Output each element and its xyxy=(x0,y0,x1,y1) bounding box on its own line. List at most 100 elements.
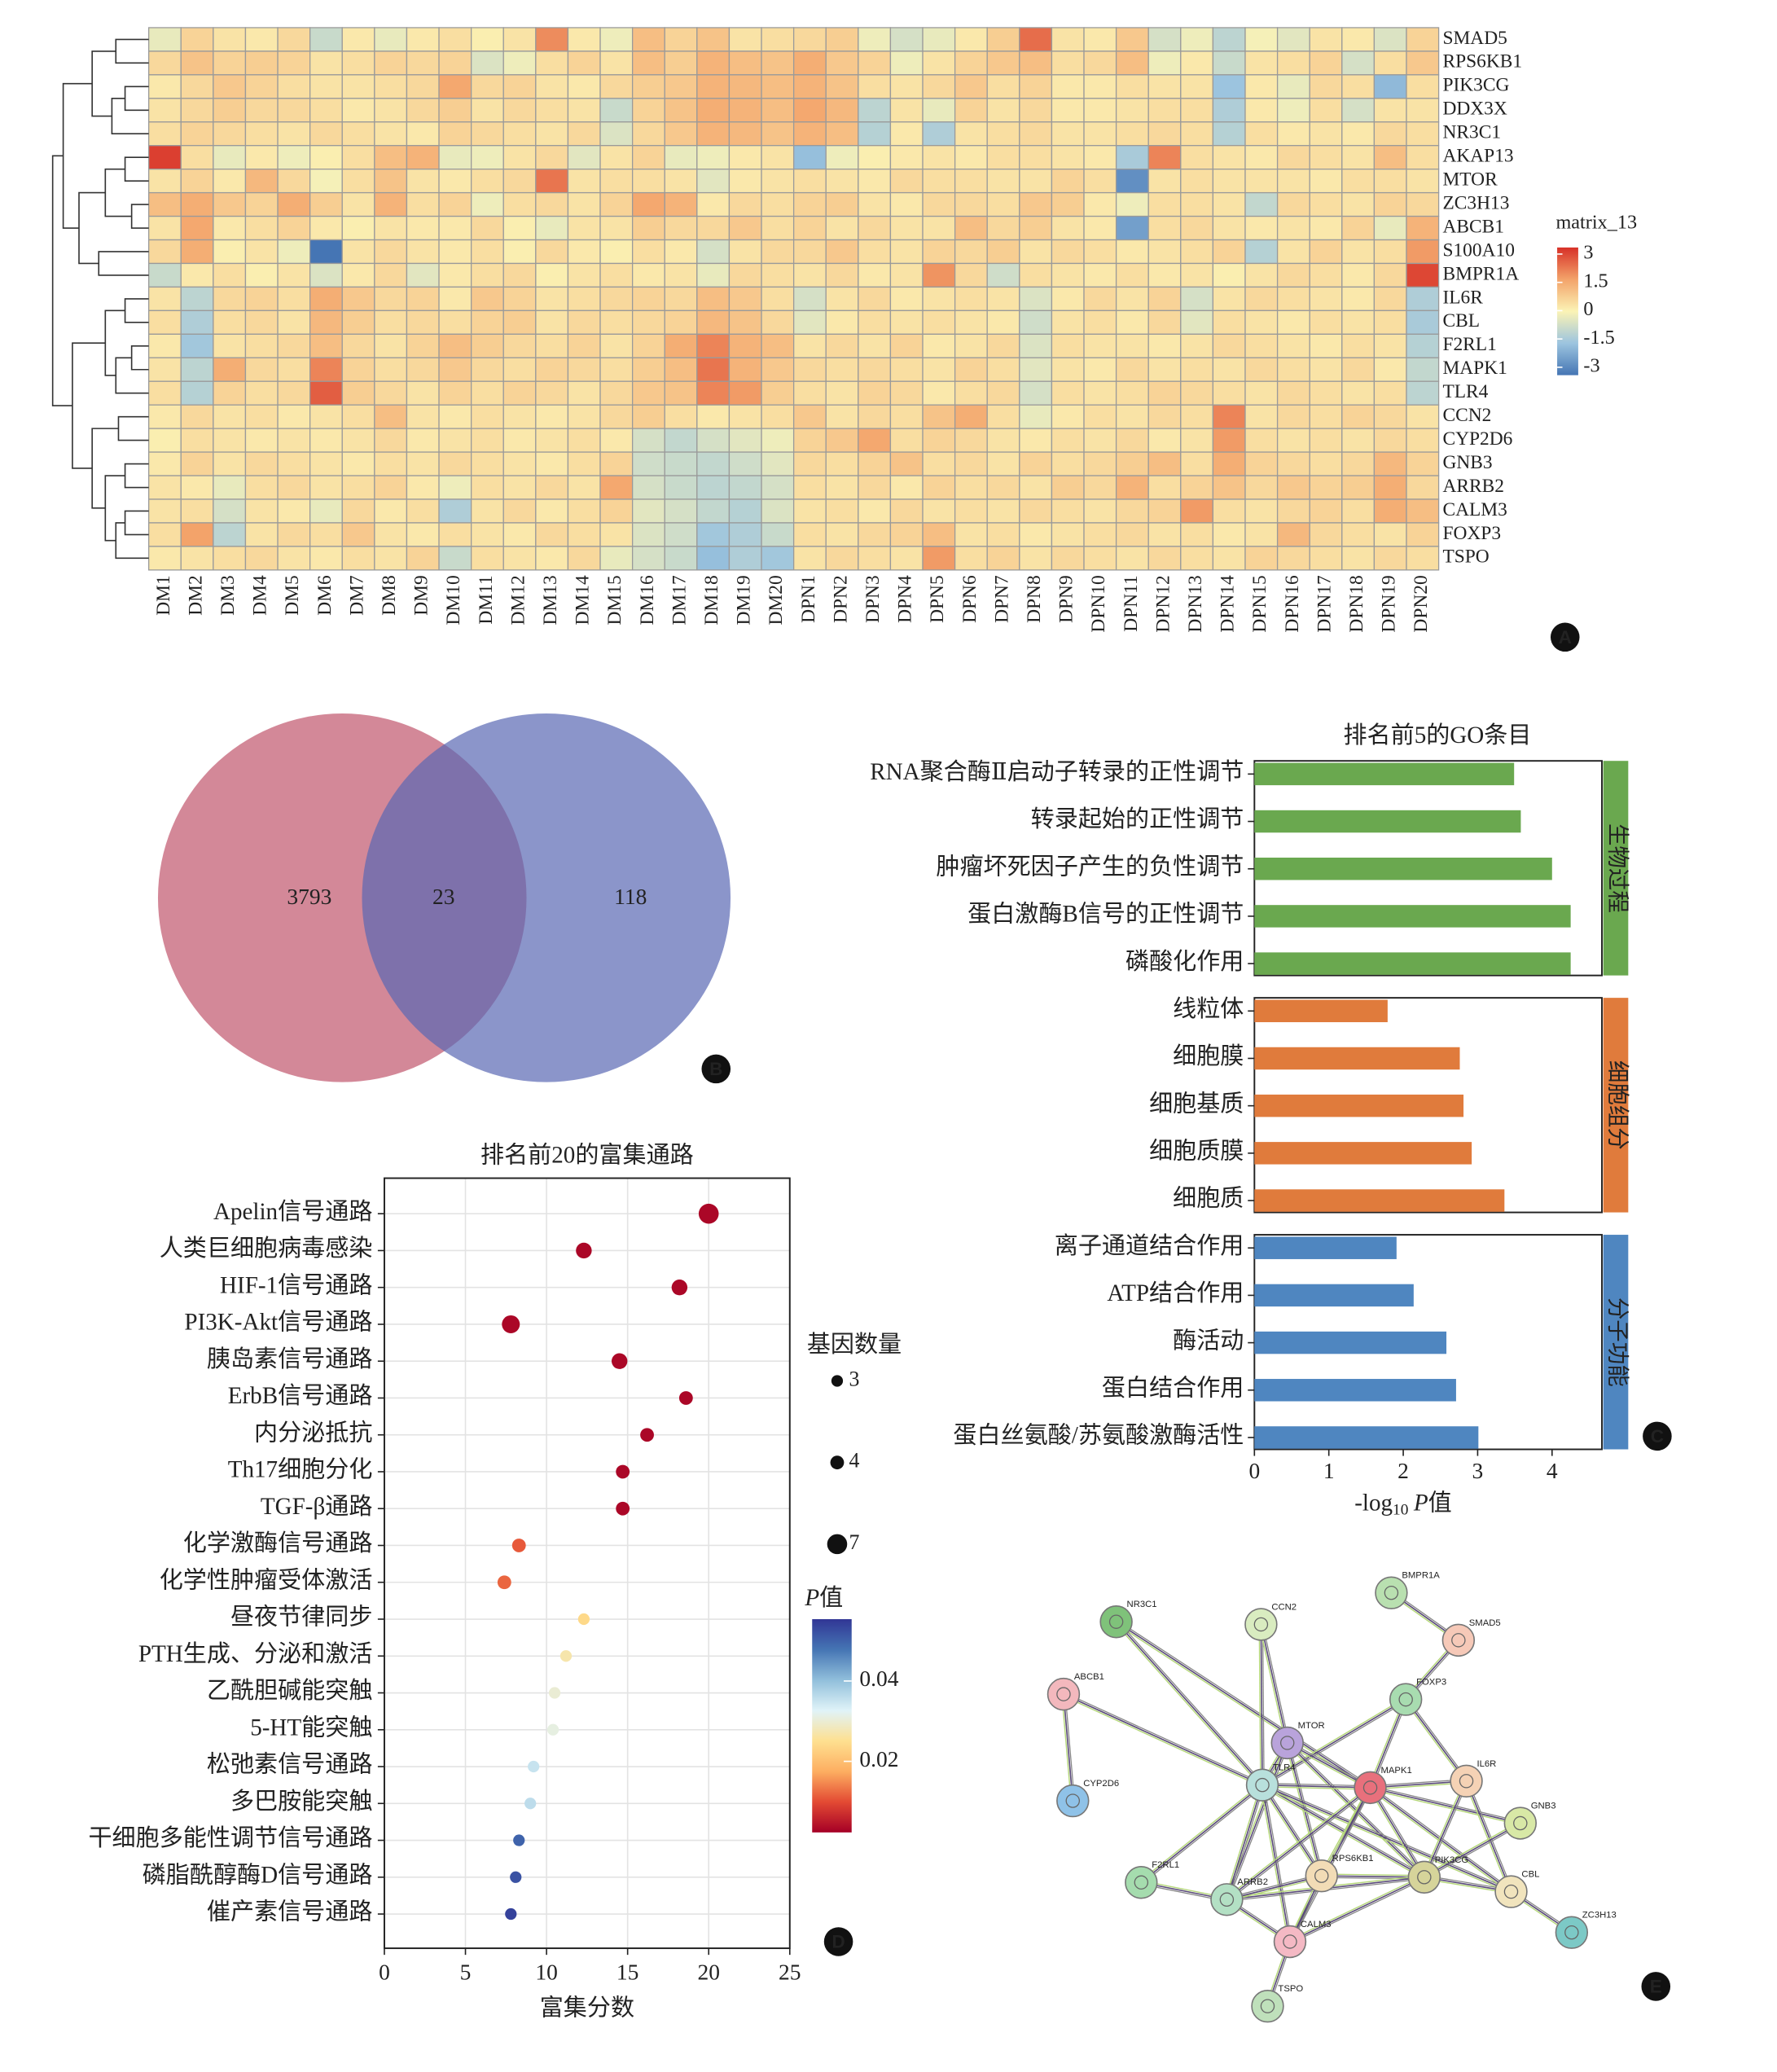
heatmap-cell xyxy=(986,498,1020,524)
panel-label: A xyxy=(1559,627,1572,648)
heatmap-cell xyxy=(438,98,472,123)
heatmap-cell xyxy=(889,169,924,194)
network-node-label: BMPR1A xyxy=(1402,1571,1440,1581)
heatmap-cell xyxy=(438,215,472,241)
dot xyxy=(502,1315,520,1333)
network-node xyxy=(1056,1784,1090,1818)
heatmap-cell xyxy=(374,333,408,358)
heatmap-cell xyxy=(761,50,795,76)
y-tick-label: 松弛素信号通路 xyxy=(207,1751,373,1778)
heatmap-cell xyxy=(341,428,375,453)
heatmap-cell xyxy=(277,262,311,288)
heatmap-cell xyxy=(631,546,665,571)
heatmap-cell xyxy=(1406,333,1440,358)
dendrogram-branch xyxy=(72,342,106,469)
heatmap-cell xyxy=(148,239,182,265)
heatmap-cell xyxy=(1341,333,1376,358)
heatmap-cell xyxy=(277,475,311,500)
heatmap-cell xyxy=(1180,262,1214,288)
heatmap-cell xyxy=(858,215,892,241)
heatmap-cell xyxy=(1276,357,1310,382)
heatmap-cell xyxy=(1180,145,1214,170)
heatmap-cell xyxy=(1083,239,1117,265)
heatmap-cell xyxy=(148,121,182,147)
network-edge xyxy=(1062,1695,1262,1788)
column-label: DM2 xyxy=(185,575,206,615)
heatmap-cell xyxy=(792,98,827,123)
heatmap-cell xyxy=(277,74,311,99)
x-tick-label: 2 xyxy=(1397,1459,1409,1483)
x-label-variable: P xyxy=(1413,1490,1428,1516)
heatmap-cell xyxy=(180,98,214,123)
heatmap-cell xyxy=(374,546,408,571)
heatmap-cell xyxy=(1276,522,1310,547)
heatmap-cell xyxy=(341,215,375,241)
heatmap-cell xyxy=(470,404,504,429)
heatmap-cell xyxy=(438,546,472,571)
heatmap-cell xyxy=(1406,286,1440,312)
y-tick-label: 细胞膜 xyxy=(1173,1043,1244,1069)
heatmap-cell xyxy=(1083,451,1117,476)
heatmap-cell xyxy=(244,428,279,453)
heatmap-cell xyxy=(567,309,601,335)
colorbar-tick-label: 3 xyxy=(1583,242,1593,264)
heatmap-cell xyxy=(728,404,762,429)
heatmap-cell xyxy=(728,546,762,571)
heatmap-cell xyxy=(213,74,247,99)
chart-title: 排名前20的富集通路 xyxy=(480,1141,694,1168)
heatmap-cell xyxy=(889,546,924,571)
heatmap-cell xyxy=(858,191,892,217)
heatmap-cell xyxy=(954,357,988,382)
network-edge xyxy=(1463,1781,1511,1893)
y-tick-label: HIF-1信号通路 xyxy=(220,1271,372,1298)
dendrogram-branch xyxy=(117,415,149,441)
heatmap-cell xyxy=(825,309,859,335)
y-tick-label: 化学性肿瘤受体激活 xyxy=(160,1566,373,1593)
heatmap-cell xyxy=(1244,239,1279,265)
heatmap-cell xyxy=(696,98,731,123)
heatmap-cell xyxy=(148,98,182,123)
heatmap-cell xyxy=(761,357,795,382)
heatmap-cell xyxy=(954,74,988,99)
heatmap-cell xyxy=(1406,50,1440,76)
network-node-core xyxy=(1417,1870,1432,1885)
dot xyxy=(548,1687,561,1699)
network-node-core xyxy=(1564,1925,1579,1940)
panel-label: E xyxy=(1650,1977,1662,1997)
row-label: MAPK1 xyxy=(1442,358,1507,379)
heatmap-cell xyxy=(535,262,569,288)
panel-label: C xyxy=(1651,1426,1664,1446)
heatmap-cell xyxy=(213,522,247,547)
heatmap-cell xyxy=(438,239,472,265)
heatmap-cell xyxy=(1212,428,1246,453)
dot xyxy=(510,1871,522,1883)
heatmap-cell xyxy=(374,98,408,123)
heatmap-cell xyxy=(1341,498,1376,524)
y-tick-label: 昼夜节律同步 xyxy=(230,1604,372,1631)
heatmap-cell xyxy=(825,522,859,547)
x-axis-label: -log10 P值 xyxy=(1354,1489,1452,1519)
heatmap-cell xyxy=(406,50,440,76)
dendrogram-branch xyxy=(98,251,149,276)
network-edge xyxy=(1425,1781,1469,1878)
heatmap-cell xyxy=(1276,451,1310,476)
row-label: ABCB1 xyxy=(1442,216,1503,237)
heatmap-cell xyxy=(535,522,569,547)
heatmap-cell xyxy=(470,498,504,524)
heatmap-cell xyxy=(664,522,698,547)
heatmap-cell xyxy=(825,215,859,241)
network-node xyxy=(1375,1576,1408,1609)
heatmap-cell xyxy=(470,451,504,476)
heatmap-cell xyxy=(889,27,924,52)
network-node-label: TSPO xyxy=(1278,1984,1303,1994)
heatmap-cell xyxy=(1147,380,1182,406)
heatmap-cell xyxy=(1019,74,1053,99)
heatmap-cell xyxy=(664,546,698,571)
heatmap-cell xyxy=(696,333,731,358)
dot xyxy=(671,1280,688,1296)
network-edge xyxy=(1262,1782,1371,1787)
heatmap-cell xyxy=(1341,380,1376,406)
heatmap-cell xyxy=(954,215,988,241)
heatmap-cell xyxy=(858,404,892,429)
heatmap-cell xyxy=(1115,262,1149,288)
